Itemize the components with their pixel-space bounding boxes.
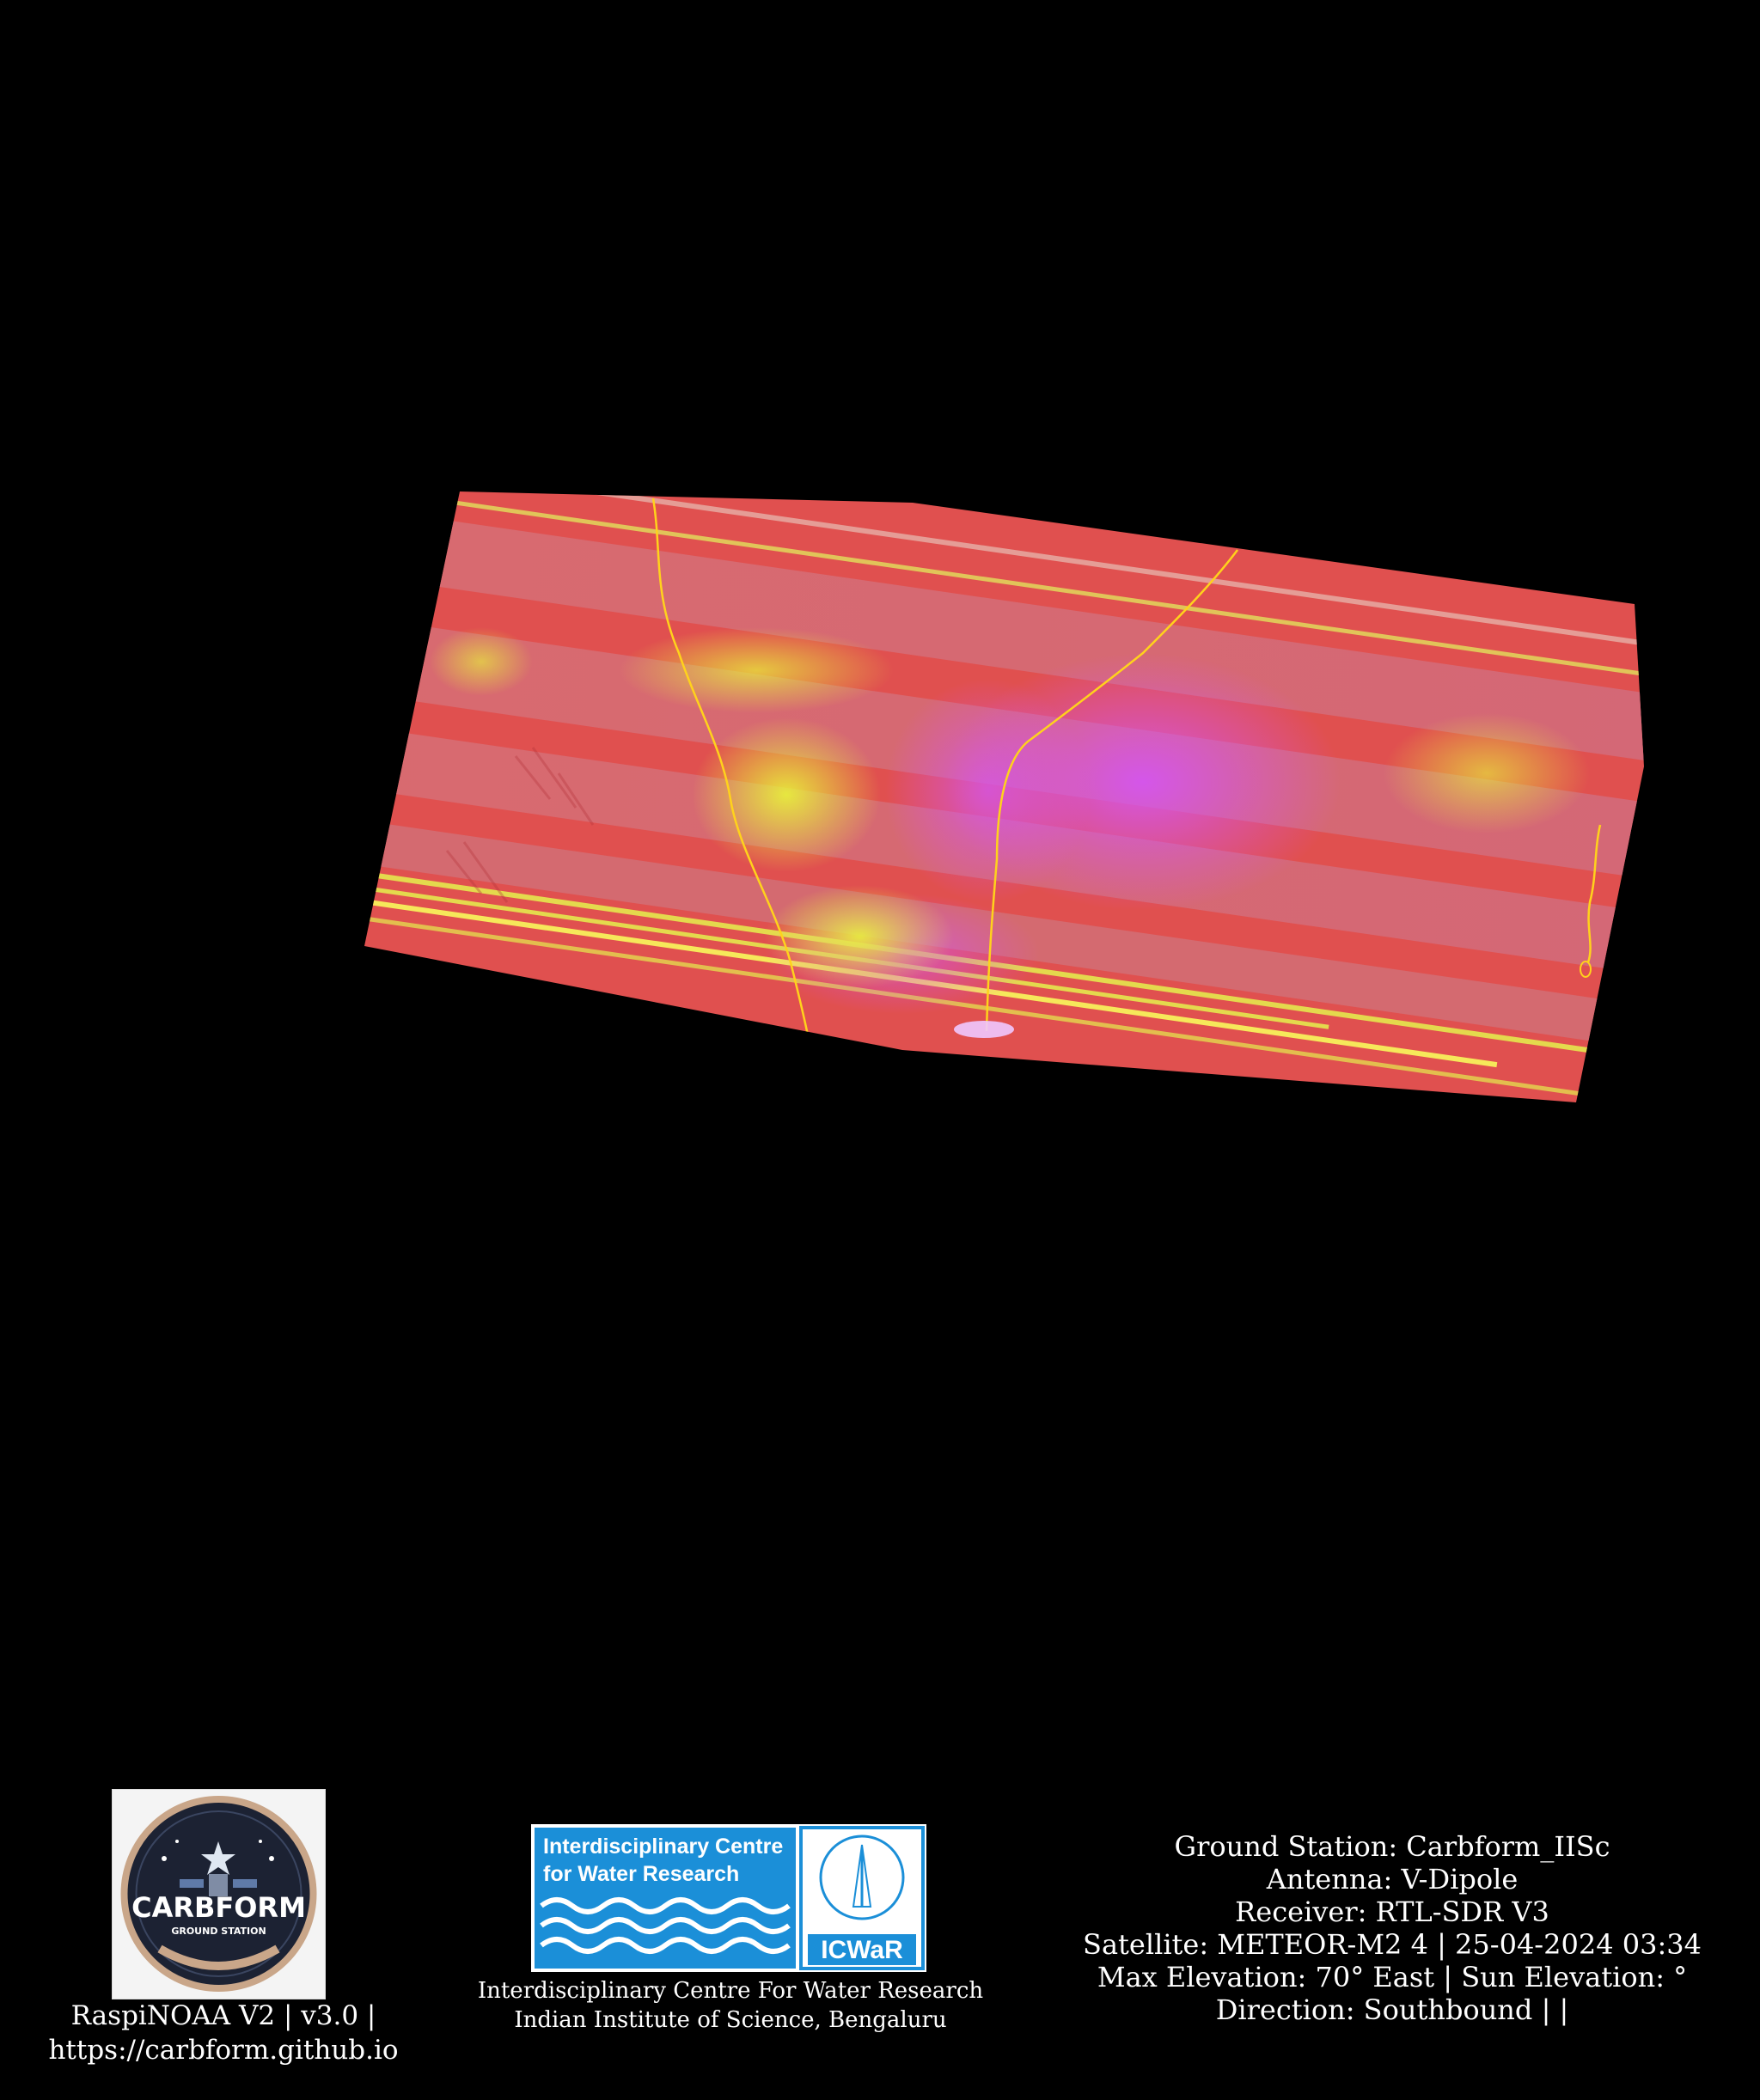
icwar-badge: ICWaR xyxy=(821,1936,903,1964)
receiver-line: Receiver: RTL-SDR V3 xyxy=(1235,1895,1549,1928)
software-version: RaspiNOAA V2 | v3.0 | xyxy=(70,2000,376,2031)
carbform-logo-text: CARBFORM xyxy=(131,1891,306,1924)
coastline xyxy=(985,549,1238,1032)
ground-station-line: Ground Station: Carbform_IISc xyxy=(1174,1830,1610,1863)
satellite-line: Satellite: METEOR-M2 4 | 25-04-2024 03:3… xyxy=(1083,1928,1702,1961)
institution-location: Indian Institute of Science, Bengaluru xyxy=(514,2007,947,2033)
direction-line: Direction: Southbound | | xyxy=(1215,1993,1569,2026)
elevation-line: Max Elevation: 70° East | Sun Elevation:… xyxy=(1097,1961,1688,1993)
icwar-logo: Interdisciplinary Centre for Water Resea… xyxy=(531,1824,926,1972)
iisc-emblem-icon xyxy=(819,1834,905,1920)
water-waves-icon xyxy=(540,1897,791,1954)
imagery-band xyxy=(364,508,1644,771)
icwar-logo-line1: Interdisciplinary Centre xyxy=(543,1834,783,1859)
station-caption: RaspiNOAA V2 | v3.0 | https://carbform.g… xyxy=(17,1999,430,2067)
website-link[interactable]: https://carbform.github.io xyxy=(48,2035,399,2066)
antenna-line: Antenna: V-Dipole xyxy=(1266,1863,1519,1895)
carbform-logo: CARBFORM GROUND STATION xyxy=(112,1789,326,1999)
swath xyxy=(364,491,1644,1102)
coastline xyxy=(651,498,810,1036)
pass-info: Ground Station: Carbform_IISc Antenna: V… xyxy=(1040,1830,1745,2026)
institution-name: Interdisciplinary Centre For Water Resea… xyxy=(477,1978,984,2004)
institution-caption: Interdisciplinary Centre For Water Resea… xyxy=(455,1976,1005,2035)
coastline xyxy=(1586,824,1602,963)
icwar-logo-line2: for Water Research xyxy=(543,1862,739,1886)
carbform-logo-subtext: GROUND STATION xyxy=(171,1926,266,1937)
